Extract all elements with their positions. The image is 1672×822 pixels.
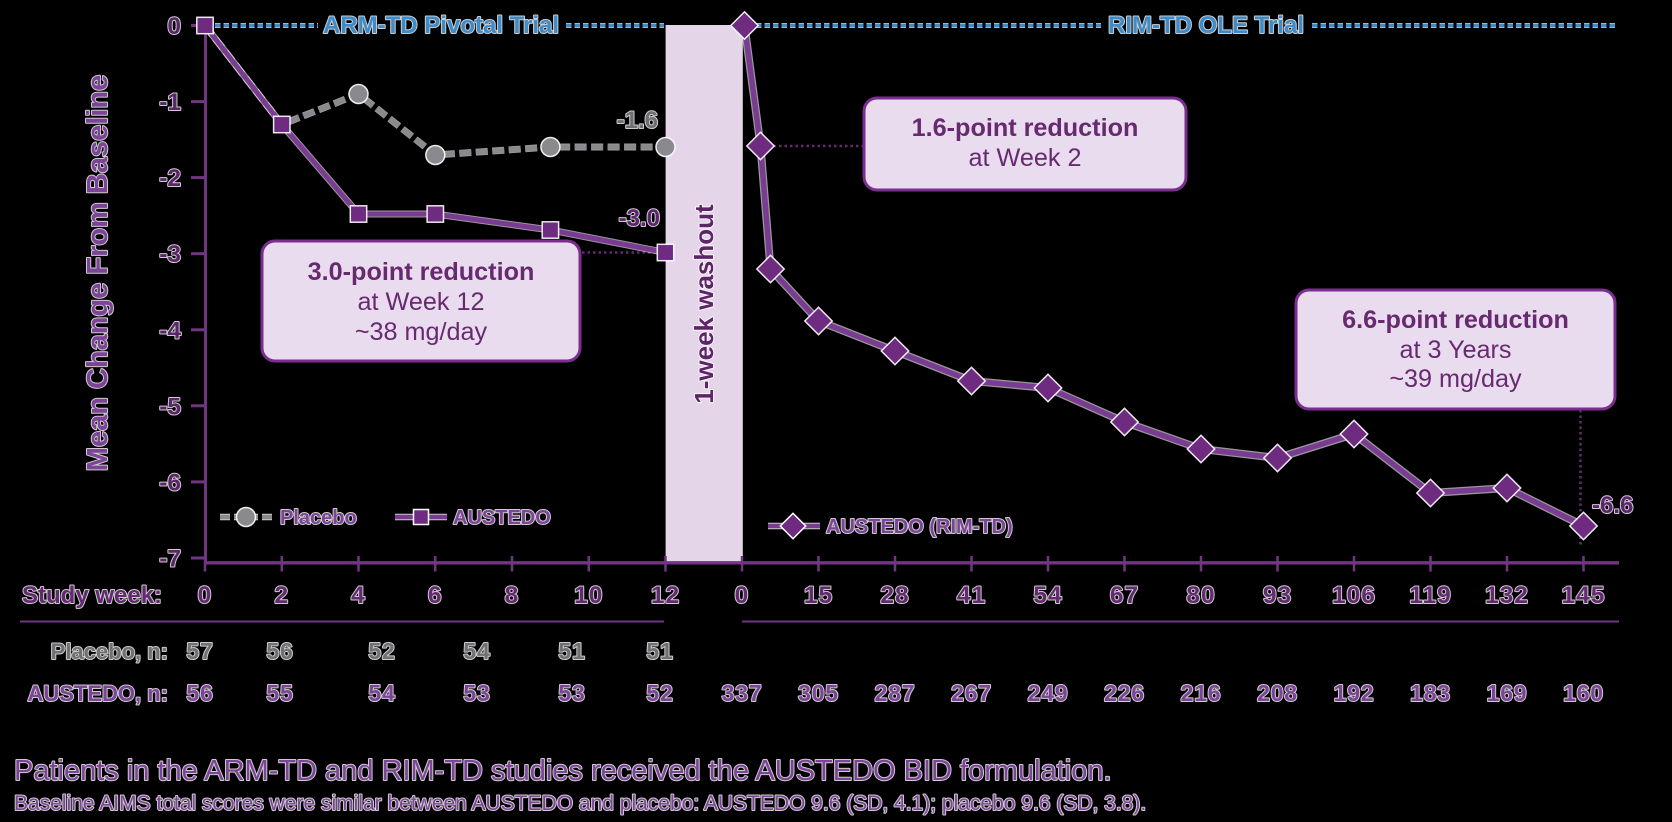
svg-text:-1.6: -1.6 <box>617 107 658 134</box>
svg-text:0: 0 <box>167 13 181 40</box>
svg-text:56: 56 <box>186 680 213 706</box>
svg-text:287: 287 <box>875 680 916 706</box>
svg-text:Placebo, n:: Placebo, n: <box>51 639 168 664</box>
svg-text:-3.0: -3.0 <box>619 205 660 232</box>
svg-text:at Week 12: at Week 12 <box>358 288 485 316</box>
svg-text:55: 55 <box>266 680 293 706</box>
svg-text:54: 54 <box>463 638 490 664</box>
svg-text:-7: -7 <box>159 546 181 573</box>
svg-text:0: 0 <box>198 582 213 609</box>
svg-text:-2: -2 <box>159 165 181 192</box>
svg-text:52: 52 <box>646 680 673 706</box>
svg-text:6: 6 <box>428 582 443 609</box>
svg-text:AUSTEDO (RIM-TD): AUSTEDO (RIM-TD) <box>826 516 1013 538</box>
svg-text:53: 53 <box>463 680 490 706</box>
svg-text:119: 119 <box>1409 582 1452 609</box>
svg-text:337: 337 <box>722 680 763 706</box>
svg-text:-4: -4 <box>159 317 181 344</box>
svg-text:53: 53 <box>558 680 585 706</box>
svg-text:67: 67 <box>1110 582 1139 609</box>
svg-text:Patients in the ARM-TD and RIM: Patients in the ARM-TD and RIM-TD studie… <box>14 755 1112 787</box>
svg-text:145: 145 <box>1562 582 1606 609</box>
svg-text:10: 10 <box>574 582 603 609</box>
svg-text:1.6-point reduction: 1.6-point reduction <box>912 114 1139 142</box>
svg-text:2: 2 <box>274 582 289 609</box>
svg-text:226: 226 <box>1104 680 1145 706</box>
svg-text:93: 93 <box>1263 582 1292 609</box>
svg-text:Mean Change From Baseline: Mean Change From Baseline <box>82 75 114 471</box>
svg-text:-5: -5 <box>159 393 181 420</box>
svg-text:28: 28 <box>880 582 909 609</box>
svg-text:54: 54 <box>368 680 395 706</box>
svg-text:AUSTEDO: AUSTEDO <box>453 507 551 529</box>
svg-text:4: 4 <box>351 582 366 609</box>
svg-text:56: 56 <box>266 638 293 664</box>
svg-text:51: 51 <box>558 638 585 664</box>
svg-text:160: 160 <box>1563 680 1604 706</box>
svg-text:305: 305 <box>798 680 839 706</box>
svg-text:Baseline AIMS total scores wer: Baseline AIMS total scores were similar … <box>14 792 1146 815</box>
svg-text:183: 183 <box>1410 680 1451 706</box>
svg-text:~39 mg/day: ~39 mg/day <box>1389 365 1522 393</box>
svg-text:267: 267 <box>951 680 992 706</box>
svg-text:12: 12 <box>651 582 680 609</box>
svg-text:0: 0 <box>735 582 750 609</box>
svg-text:249: 249 <box>1028 680 1069 706</box>
svg-text:57: 57 <box>186 638 213 664</box>
svg-text:216: 216 <box>1181 680 1222 706</box>
svg-text:~38 mg/day: ~38 mg/day <box>355 318 488 346</box>
svg-text:8: 8 <box>505 582 520 609</box>
svg-text:6.6-point reduction: 6.6-point reduction <box>1342 306 1569 334</box>
svg-text:106: 106 <box>1332 582 1376 609</box>
svg-text:54: 54 <box>1033 582 1062 609</box>
svg-text:51: 51 <box>646 638 673 664</box>
svg-text:169: 169 <box>1487 680 1528 706</box>
svg-text:-3: -3 <box>159 241 181 268</box>
svg-text:-6: -6 <box>159 469 181 496</box>
svg-text:132: 132 <box>1485 582 1529 609</box>
svg-text:3.0-point reduction: 3.0-point reduction <box>308 258 535 286</box>
svg-text:-1: -1 <box>159 89 181 116</box>
svg-text:15: 15 <box>804 582 833 609</box>
svg-text:Study week:: Study week: <box>22 582 162 609</box>
svg-text:at Week 2: at Week 2 <box>969 144 1082 172</box>
svg-text:AUSTEDO, n:: AUSTEDO, n: <box>27 681 168 706</box>
svg-text:41: 41 <box>957 582 986 609</box>
svg-text:Placebo: Placebo <box>280 507 357 529</box>
svg-text:RIM-TD OLE Trial: RIM-TD OLE Trial <box>1108 12 1304 39</box>
svg-text:ARM-TD Pivotal Trial: ARM-TD Pivotal Trial <box>323 12 559 39</box>
svg-text:52: 52 <box>368 638 395 664</box>
svg-text:208: 208 <box>1257 680 1298 706</box>
svg-text:192: 192 <box>1334 680 1375 706</box>
svg-text:at 3 Years: at 3 Years <box>1399 336 1511 364</box>
svg-text:-6.6: -6.6 <box>1592 492 1633 519</box>
svg-text:1-week washout: 1-week washout <box>689 204 719 404</box>
svg-text:80: 80 <box>1186 582 1215 609</box>
